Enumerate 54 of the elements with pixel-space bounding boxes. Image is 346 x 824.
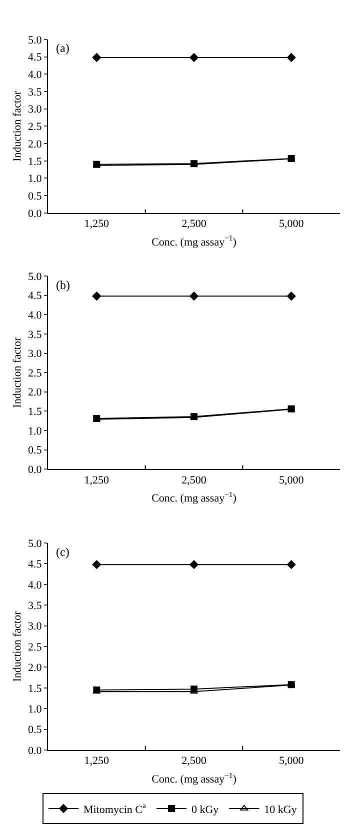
y-tick-label: 0.5: [28, 190, 42, 202]
y-tick-label: 2.5: [28, 367, 42, 380]
annotation: (c): [56, 545, 70, 559]
x-axis-title: Conc. (mg assay$^{−1}$): [152, 490, 237, 505]
y-tick-label: 3.0: [28, 104, 42, 116]
y-tick-label: 4.5: [28, 52, 42, 64]
y-tick-label: 0.0: [28, 744, 42, 757]
legend-label: 10 kGy: [264, 804, 298, 816]
y-tick-label: 2.5: [28, 641, 42, 654]
y-tick-label: 5.0: [28, 538, 42, 550]
y-tick-label: 4.0: [28, 579, 42, 592]
y-axis-title: Induction factor: [12, 610, 24, 682]
x-tick-label: 1,250: [84, 755, 110, 768]
x-tick-label: 1,250: [84, 474, 110, 486]
y-tick-label: 2.5: [28, 121, 42, 134]
x-tick-label: 5,000: [278, 755, 304, 768]
y-tick-label: 1.0: [28, 173, 42, 186]
x-tick-label: 5,000: [278, 474, 304, 486]
legend-label: Mitomycin C$^{a}$: [84, 801, 146, 816]
y-tick-label: 1.5: [28, 682, 42, 695]
y-tick-label: 3.5: [28, 86, 42, 98]
x-tick-label: 2,500: [182, 218, 207, 230]
annotation: (b): [56, 278, 70, 292]
y-tick-label: 1.5: [28, 406, 42, 418]
y-tick-label: 5.0: [28, 34, 42, 46]
x-tick-label: 5,000: [278, 218, 304, 230]
y-tick-label: 5.0: [28, 270, 42, 283]
y-tick-label: 2.0: [28, 138, 42, 150]
y-tick-label: 1.0: [28, 425, 42, 438]
y-axis-title: Induction factor: [12, 336, 24, 408]
y-tick-label: 1.0: [28, 703, 42, 716]
y-tick-label: 3.0: [28, 620, 42, 633]
y-tick-label: 4.0: [28, 69, 42, 82]
y-tick-label: 4.5: [28, 558, 42, 571]
y-tick-label: 0.0: [28, 208, 42, 220]
annotation: (a): [56, 41, 70, 55]
y-axis-title: Induction factor: [12, 90, 24, 162]
x-axis-title: Conc. (mg assay$^{−1}$): [152, 770, 237, 786]
y-tick-label: 3.0: [28, 348, 42, 360]
y-tick-label: 2.0: [28, 662, 42, 674]
y-tick-label: 4.0: [28, 309, 42, 322]
y-tick-label: 1.5: [28, 156, 42, 168]
y-tick-label: 3.5: [28, 600, 42, 612]
x-axis-title: Conc. (mg assay$^{−1}$): [152, 234, 237, 248]
x-tick-label: 2,500: [182, 474, 207, 486]
legend-label: 0 kGy: [191, 804, 220, 816]
y-tick-label: 4.5: [28, 290, 42, 302]
x-tick-label: 1,250: [84, 218, 110, 230]
y-tick-label: 0.0: [28, 464, 42, 476]
x-tick-label: 2,500: [182, 755, 207, 768]
y-tick-label: 2.0: [28, 386, 42, 399]
y-tick-label: 0.5: [28, 444, 42, 457]
y-tick-label: 0.5: [28, 724, 42, 736]
y-tick-label: 3.5: [28, 328, 42, 341]
